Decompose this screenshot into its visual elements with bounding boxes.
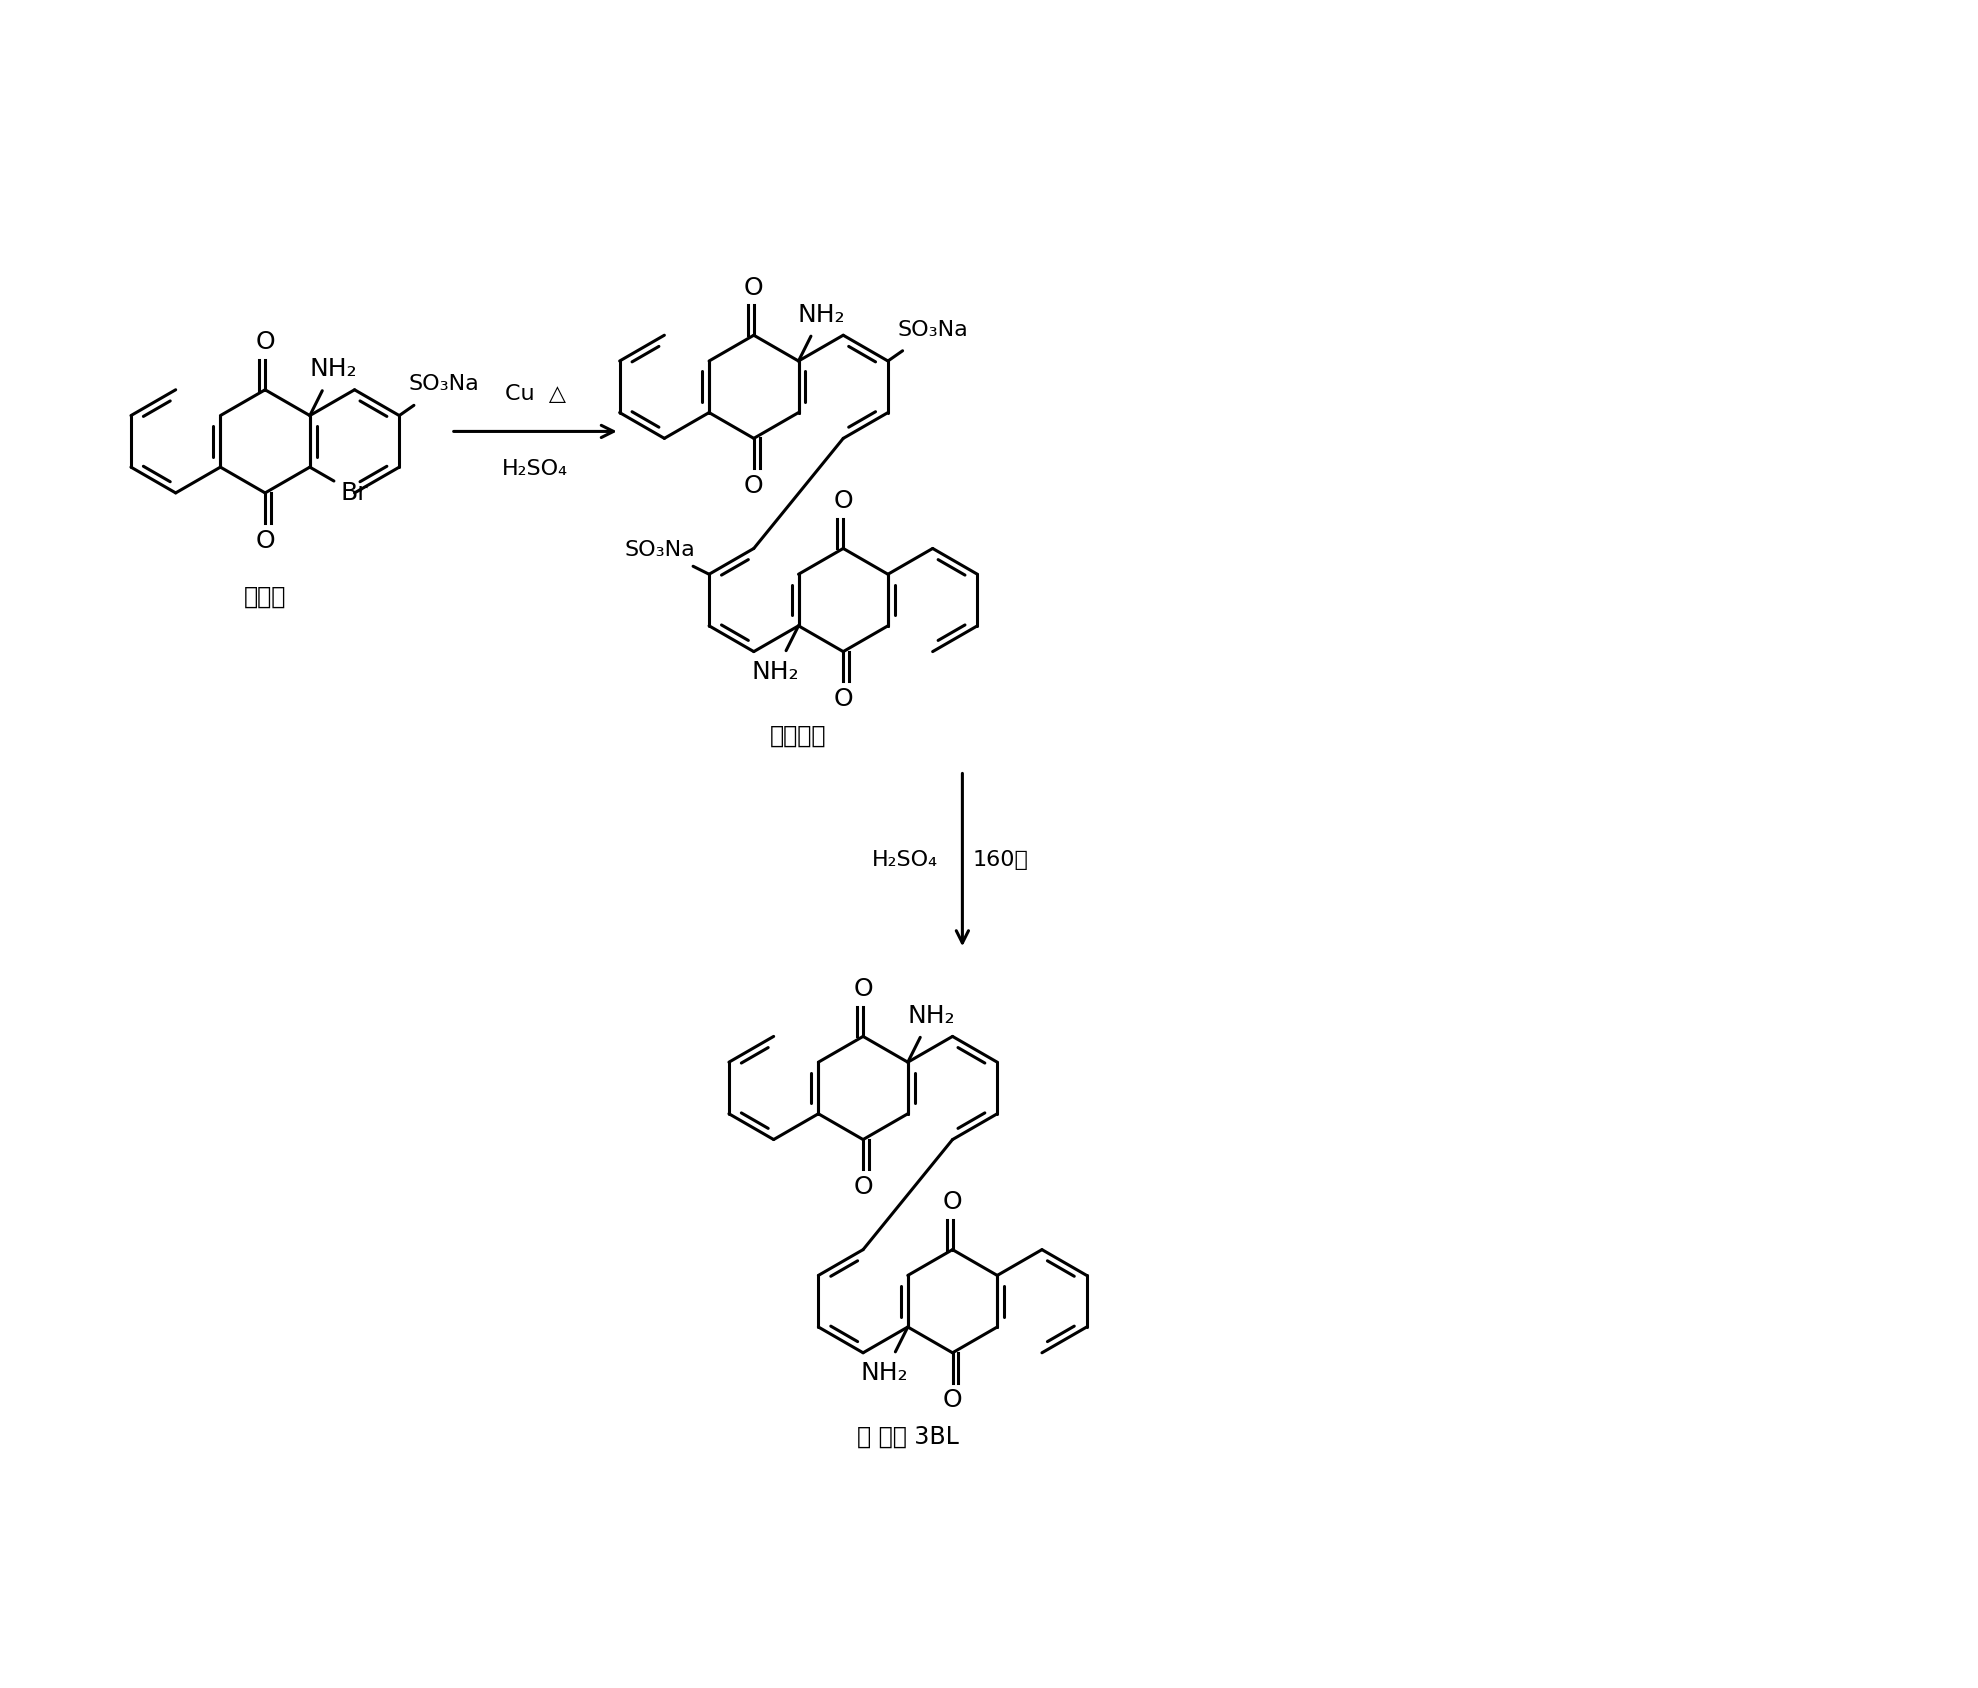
Text: NH₂: NH₂ [752, 660, 799, 684]
Text: O: O [944, 1389, 963, 1413]
Text: O: O [255, 331, 275, 354]
Text: 颜 料红 3BL: 颜 料红 3BL [856, 1425, 959, 1448]
Text: SO₃Na: SO₃Na [409, 375, 479, 395]
Text: 缩合产物: 缩合产物 [769, 724, 827, 748]
Text: O: O [853, 977, 872, 1001]
Text: 160度: 160度 [973, 849, 1029, 869]
Text: O: O [833, 687, 853, 711]
Text: H₂SO₄: H₂SO₄ [502, 459, 568, 479]
Text: O: O [255, 528, 275, 552]
Text: O: O [744, 275, 764, 299]
Text: SO₃Na: SO₃Na [898, 319, 967, 339]
Text: Br: Br [340, 481, 368, 505]
Text: H₂SO₄: H₂SO₄ [872, 849, 938, 869]
Text: NH₂: NH₂ [860, 1361, 908, 1386]
Text: O: O [833, 490, 853, 513]
Text: O: O [944, 1190, 963, 1214]
Text: NH₂: NH₂ [908, 1004, 955, 1028]
Text: 溝氨酸: 溝氨酸 [243, 586, 287, 609]
Text: NH₂: NH₂ [309, 358, 356, 381]
Text: SO₃Na: SO₃Na [625, 540, 696, 560]
Text: Cu  △: Cu △ [504, 383, 566, 403]
Text: O: O [744, 474, 764, 498]
Text: O: O [853, 1175, 872, 1198]
Text: NH₂: NH₂ [797, 302, 845, 327]
